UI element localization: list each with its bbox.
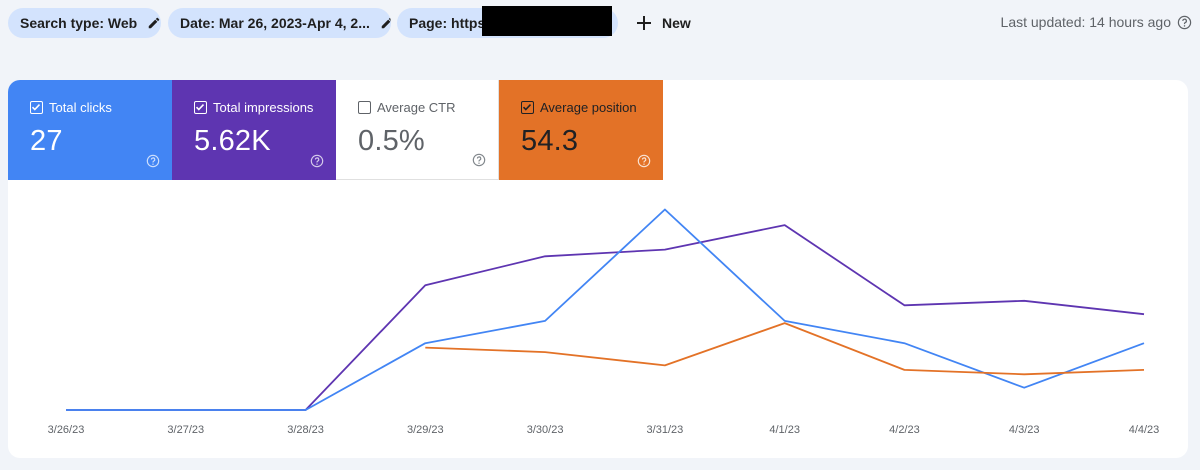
redaction-box xyxy=(482,6,612,36)
x-tick-label: 3/29/23 xyxy=(407,424,444,436)
edit-icon[interactable] xyxy=(147,16,161,30)
metric-tab-total-clicks[interactable]: Total clicks 27 xyxy=(8,80,172,180)
metric-value: 27 xyxy=(30,125,63,157)
x-tick-label: 3/26/23 xyxy=(48,424,85,436)
help-icon[interactable] xyxy=(1177,15,1192,30)
series-line-average-position xyxy=(425,322,1145,376)
x-tick-label: 4/4/23 xyxy=(1129,424,1160,436)
x-tick-label: 3/30/23 xyxy=(527,424,564,436)
performance-chart: 3/26/23 3/27/23 3/28/23 3/29/23 3/30/23 3/31/… xyxy=(8,80,1188,458)
edit-icon[interactable] xyxy=(380,16,391,30)
checkbox-checked-icon[interactable] xyxy=(521,101,534,114)
metric-tab-total-impressions[interactable]: Total impressions 5.62K xyxy=(172,80,336,180)
series-line-total-clicks xyxy=(66,208,1145,411)
checkbox-checked-icon[interactable] xyxy=(194,101,207,114)
page-filter-label: Page: https: xyxy=(409,15,490,31)
date-filter-label: Date: Mar 26, 2023-Apr 4, 2... xyxy=(180,15,370,31)
metric-label: Average position xyxy=(540,100,637,115)
checkbox-unchecked-icon[interactable] xyxy=(358,101,371,114)
last-updated-text: Last updated: 14 hours ago xyxy=(1000,14,1171,30)
help-icon[interactable] xyxy=(472,153,486,167)
last-updated: Last updated: 14 hours ago xyxy=(1001,14,1192,30)
metric-label: Total impressions xyxy=(213,100,314,115)
metric-value: 0.5% xyxy=(358,125,425,157)
metric-value: 5.62K xyxy=(194,125,271,157)
search-type-filter-chip[interactable]: Search type: Web xyxy=(8,8,161,38)
metric-label: Average CTR xyxy=(377,100,456,115)
new-filter-button[interactable]: New xyxy=(636,8,691,38)
x-tick-label: 3/27/23 xyxy=(167,424,204,436)
x-tick-label: 4/1/23 xyxy=(769,424,800,436)
plus-icon xyxy=(637,16,651,30)
metric-label: Total clicks xyxy=(49,100,112,115)
metric-value: 54.3 xyxy=(521,125,579,157)
metric-tab-average-position[interactable]: Average position 54.3 xyxy=(499,80,663,180)
new-filter-label: New xyxy=(662,15,691,31)
metric-tab-average-ctr[interactable]: Average CTR 0.5% xyxy=(336,80,499,180)
help-icon[interactable] xyxy=(637,154,651,168)
line-chart: 3/26/23 3/27/23 3/28/23 3/29/23 3/30/23 3/31/… xyxy=(48,208,1160,436)
x-tick-label: 4/2/23 xyxy=(889,424,920,436)
x-tick-label: 4/3/23 xyxy=(1009,424,1040,436)
x-tick-label: 3/31/23 xyxy=(647,424,684,436)
x-tick-label: 3/28/23 xyxy=(287,424,324,436)
filter-bar: Search type: Web Date: Mar 26, 2023-Apr … xyxy=(8,6,1192,38)
series-line-total-impressions xyxy=(66,224,1145,411)
help-icon[interactable] xyxy=(146,154,160,168)
checkbox-checked-icon[interactable] xyxy=(30,101,43,114)
metric-tabs: Total clicks 27 Total impressions 5.62K xyxy=(8,80,663,180)
search-type-filter-label: Search type: Web xyxy=(20,15,138,31)
performance-card: 3/26/23 3/27/23 3/28/23 3/29/23 3/30/23 3/31/… xyxy=(8,80,1188,458)
help-icon[interactable] xyxy=(310,154,324,168)
date-filter-chip[interactable]: Date: Mar 26, 2023-Apr 4, 2... xyxy=(168,8,391,38)
